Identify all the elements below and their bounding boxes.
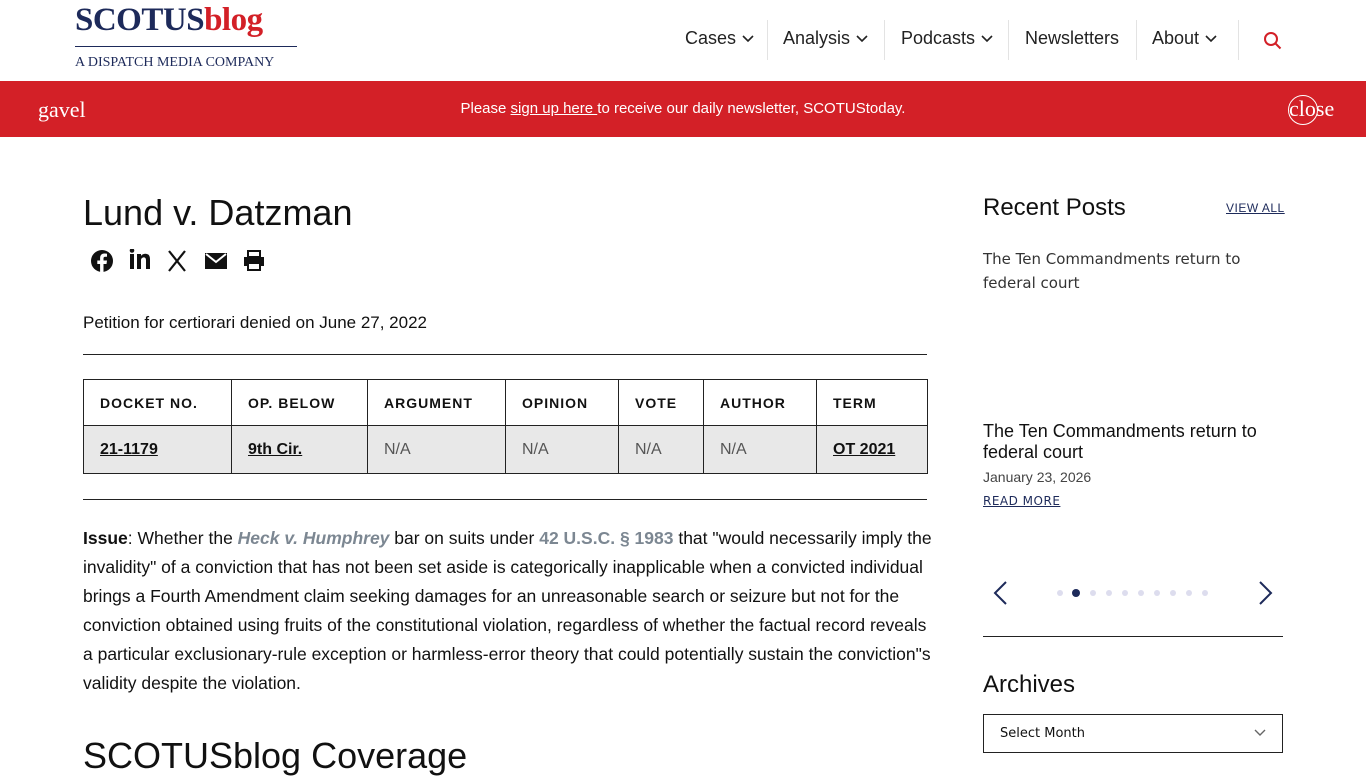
recent-posts-heading: Recent Posts [983,194,1126,221]
nav-label[interactable]: Newsletters [1025,28,1120,48]
post-title[interactable]: The Ten Commandments return to federal c… [983,421,1257,462]
nav-separator [1136,20,1137,60]
linkedin-share[interactable] [129,249,150,269]
newsletter-banner [0,81,1366,137]
column-header: OP. BELOW [231,379,368,426]
view-all-link[interactable]: VIEW ALL [1226,201,1285,215]
table-cell: N/A [703,425,817,474]
post-image[interactable]: The Ten Commandments return to federal c… [983,250,1241,292]
x-share[interactable] [168,250,186,272]
issue-label: Issue [83,528,128,548]
next-arrow[interactable] [1259,581,1273,605]
search-icon[interactable] [1263,31,1283,51]
table-cell: N/A [618,425,704,474]
issue-text: bar on suits under [389,528,540,548]
read-more-link[interactable]: READ MORE [983,494,1061,508]
logo-main[interactable]: SCOTUS [75,2,205,38]
nav-item[interactable]: Analysis [783,28,868,49]
share-icons [91,249,264,272]
nav-item[interactable]: Cases [685,28,754,49]
case-link[interactable]: Heck v. Humphrey [237,528,390,548]
nav-label[interactable]: Analysis [783,28,851,48]
column-header: TERM [816,379,928,426]
carousel-controls [993,581,1273,605]
issue-paragraph: Issue: Whether the Heck v. Humphrey bar … [83,524,933,698]
coverage-heading: SCOTUSblog Coverage [83,735,468,776]
column-header: AUTHOR [703,379,817,426]
issue-text: that "would necessarily imply the invali… [83,528,932,693]
facebook-share[interactable] [91,250,113,272]
archives-select[interactable]: Select Month [983,714,1283,753]
docket-link[interactable]: 21-1179 [83,425,232,474]
column-header: OPINION [505,379,619,426]
case-table: DOCKET NO. OP. BELOW ARGUMENT OPINION VO… [83,379,928,474]
table-header: DOCKET NO. OP. BELOW ARGUMENT OPINION VO… [83,379,928,426]
post-date: January 23, 2026 [983,469,1092,485]
case-status: Petition for certiorari denied on June 2… [83,313,428,332]
column-header: VOTE [618,379,704,426]
divider [983,636,1283,637]
email-share[interactable] [205,253,227,269]
chevron [1205,34,1217,42]
table-cell: N/A [367,425,506,474]
chevron [1254,729,1266,736]
print-share[interactable] [244,250,264,271]
nav-item[interactable]: Podcasts [901,28,993,49]
gavel-icon: gavel [38,97,86,122]
nav-item[interactable]: Newsletters [1025,28,1119,49]
nav-separator [1008,20,1009,60]
signup-link[interactable]: sign up here [510,100,598,117]
chevron [981,34,993,42]
logo-blog[interactable]: blog [204,2,263,38]
issue-text: : Whether the [127,528,238,548]
select-label[interactable]: Select Month [1000,726,1085,741]
divider [83,499,927,500]
page-title: Lund v. Datzman [83,192,353,233]
logo[interactable]: SCOTUSblog [75,2,263,39]
table-cell: N/A [505,425,619,474]
chevron [856,34,868,42]
nav-separator [884,20,885,60]
carousel-dots [1057,589,1208,597]
nav-label[interactable]: About [1152,28,1200,48]
nav-separator [1238,20,1239,60]
close-button[interactable]: close [1288,95,1334,125]
nav-separator [767,20,768,60]
archives-heading: Archives [983,671,1076,698]
logo-rule [75,46,297,47]
column-header: ARGUMENT [367,379,506,426]
court-link[interactable]: 9th Cir. [231,425,368,474]
banner-text-after: to receive our daily newsletter, SCOTUSt… [597,100,906,117]
prev-arrow[interactable] [993,581,1007,605]
column-header: DOCKET NO. [83,379,232,426]
table-row: 21-1179 9th Cir. N/A N/A N/A N/A OT 2021 [83,425,928,474]
banner-text-before: Please [460,100,511,117]
term-link[interactable]: OT 2021 [816,425,928,474]
nav-item[interactable]: About [1152,28,1217,49]
logo-subtitle: A DISPATCH MEDIA COMPANY [75,55,275,70]
chevron [742,34,754,42]
nav-label[interactable]: Podcasts [901,28,976,48]
statute-link[interactable]: 42 U.S.C. § 1983 [539,528,674,548]
banner-text: Please sign up here to receive our daily… [0,100,1366,117]
divider [83,354,927,355]
nav-label[interactable]: Cases [685,28,737,48]
